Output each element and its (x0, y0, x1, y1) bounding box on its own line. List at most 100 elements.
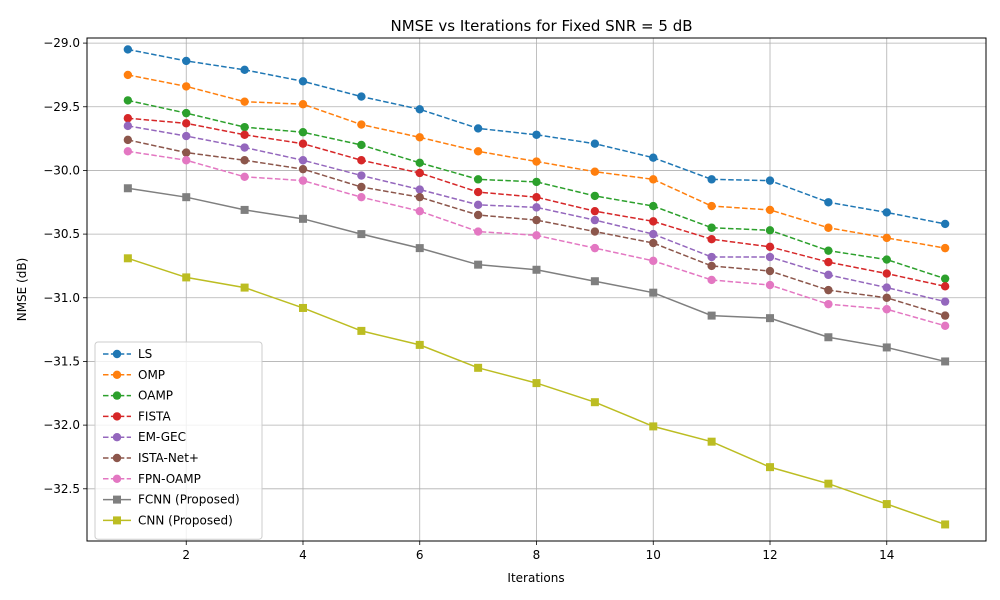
data-point (824, 285, 833, 295)
data-point (298, 164, 308, 174)
data-point (765, 242, 775, 252)
data-point (415, 105, 424, 114)
data-point (707, 223, 716, 232)
x-tick-label: 4 (299, 548, 307, 562)
data-point (882, 500, 891, 509)
data-point (649, 229, 658, 239)
x-tick-label: 10 (646, 548, 661, 562)
series-line (127, 139, 946, 317)
legend-item-ls: LS (103, 347, 152, 361)
data-point (532, 177, 541, 187)
x-tick-label: 14 (879, 548, 894, 562)
data-point (357, 182, 366, 192)
data-point (649, 256, 658, 266)
legend-marker (112, 370, 122, 379)
data-point (357, 326, 366, 335)
data-point (240, 122, 249, 132)
data-point (415, 340, 424, 349)
legend-marker (113, 495, 121, 504)
data-point (824, 198, 833, 207)
data-point (298, 77, 308, 86)
data-point (182, 119, 191, 128)
x-tick-label: 12 (762, 548, 777, 562)
data-point (590, 206, 600, 216)
data-point (415, 206, 424, 216)
data-point (590, 243, 600, 253)
data-point (240, 205, 249, 214)
data-point (941, 520, 950, 529)
legend-box (94, 341, 263, 540)
series-fista (123, 114, 950, 291)
data-point (765, 252, 775, 262)
data-point (182, 82, 191, 91)
data-point (649, 175, 658, 184)
data-point (532, 157, 541, 166)
data-point (649, 288, 658, 297)
x-axis-ticks: 2 4 6 8 10 12 14 (182, 541, 894, 562)
data-point (590, 227, 600, 236)
data-point (940, 243, 950, 253)
data-point (415, 168, 424, 178)
data-point (824, 299, 833, 309)
data-point (707, 311, 716, 320)
series-ista-net (123, 135, 950, 320)
legend-item-fista: FISTA (103, 409, 171, 423)
data-point (357, 140, 366, 150)
data-point (240, 143, 249, 152)
series-fcnn-proposed (123, 184, 950, 366)
data-point (649, 153, 658, 162)
data-point (824, 246, 833, 255)
data-point (824, 257, 833, 267)
data-point (298, 214, 307, 223)
data-point (532, 265, 541, 274)
data-point (765, 226, 775, 235)
data-point (649, 201, 658, 211)
data-point (707, 235, 716, 244)
series-line (127, 117, 946, 288)
y-tick-label: −29.5 (43, 100, 80, 114)
legend-item-ista-net: ISTA-Net+ (103, 451, 199, 465)
data-point (182, 273, 191, 282)
data-point (123, 135, 133, 145)
data-point (298, 139, 308, 148)
data-point (707, 175, 716, 184)
data-point (824, 479, 833, 488)
data-point (532, 192, 541, 202)
data-point (882, 269, 891, 278)
data-point (707, 437, 716, 446)
data-point (940, 321, 950, 330)
data-point (765, 280, 775, 290)
y-tick-label: −30.5 (43, 227, 80, 241)
data-point (940, 311, 950, 320)
legend-marker (112, 474, 122, 483)
legend-item-fcnn-proposed: FCNN (Proposed) (103, 493, 240, 507)
data-point (590, 215, 600, 225)
data-point (940, 274, 950, 283)
series-oamp (123, 96, 950, 283)
series-em-gec (123, 121, 950, 306)
data-point (590, 139, 600, 148)
legend-marker (112, 391, 122, 400)
data-point (123, 184, 132, 193)
data-point (473, 227, 483, 236)
data-point (765, 205, 775, 215)
data-point (298, 303, 307, 312)
plot-series (123, 45, 950, 529)
data-point (590, 277, 599, 286)
legend-marker (112, 453, 122, 463)
data-point (474, 363, 483, 372)
data-point (882, 283, 891, 292)
data-point (298, 100, 308, 109)
data-point (940, 297, 950, 306)
data-point (123, 96, 133, 105)
data-point (882, 343, 891, 352)
legend-item-cnn-proposed: CNN (Proposed) (103, 513, 233, 527)
grid-lines (87, 38, 986, 541)
data-point (240, 172, 249, 182)
data-point (882, 208, 891, 217)
chart-title: NMSE vs Iterations for Fixed SNR = 5 dB (390, 17, 692, 35)
y-axis-label: NMSE (dB) (15, 258, 29, 322)
data-point (474, 260, 483, 269)
data-point (649, 217, 658, 226)
data-point (649, 238, 658, 248)
